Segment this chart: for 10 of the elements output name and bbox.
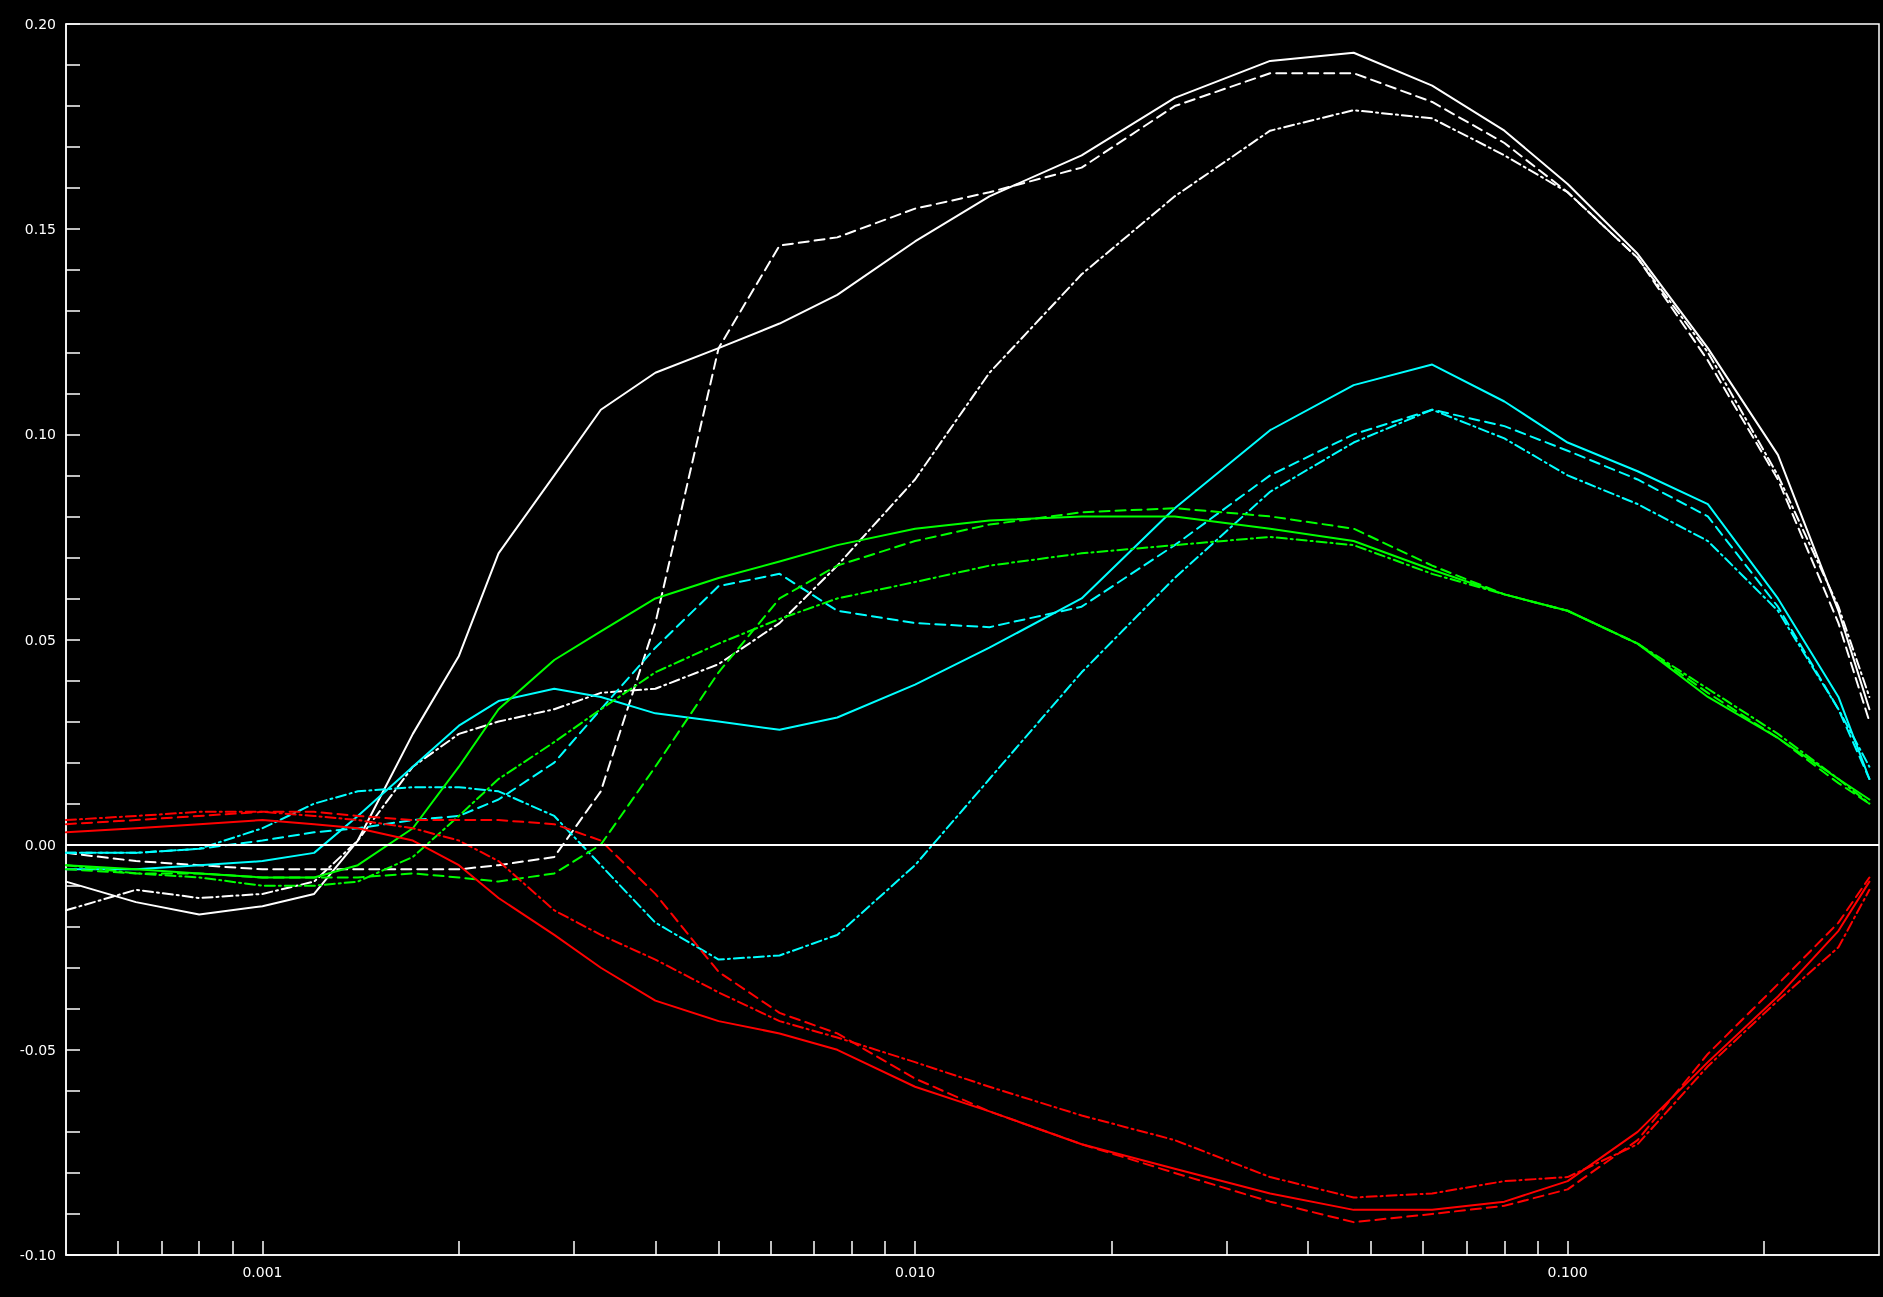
y-tick-label: 0.15 xyxy=(24,221,56,238)
x-tick-label: 0.010 xyxy=(895,1264,936,1280)
y-tick-label: -0.05 xyxy=(19,1041,56,1058)
y-tick-label: 0.20 xyxy=(24,16,56,32)
x-tick-label: 0.100 xyxy=(1547,1264,1588,1280)
y-tick-label: 0.10 xyxy=(24,426,56,443)
y-tick-label: 0.05 xyxy=(24,631,56,648)
y-tick-label: 0.00 xyxy=(24,836,56,853)
y-tick-label: -0.10 xyxy=(19,1247,56,1263)
x-tick-label: 0.001 xyxy=(242,1264,283,1280)
